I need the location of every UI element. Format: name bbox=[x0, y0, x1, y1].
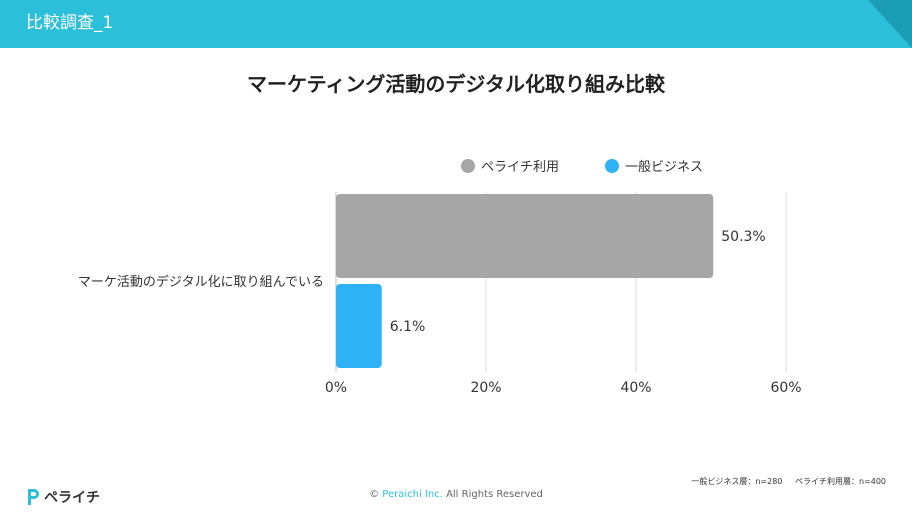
sample-size-note: 一般ビジネス層：n=280 ペライチ利用層：n=400 bbox=[681, 476, 886, 487]
legend-marker-peraichi bbox=[461, 159, 475, 173]
x-tick-label-1: 20% bbox=[470, 380, 501, 396]
data-label-general: 6.1% bbox=[390, 319, 426, 335]
logo-text: ペライチ bbox=[44, 490, 100, 506]
header-corner-decoration bbox=[868, 0, 912, 48]
header-bar bbox=[0, 0, 912, 48]
bar-peraichi bbox=[336, 194, 714, 278]
x-tick-label-0: 0% bbox=[325, 380, 347, 396]
bar-general bbox=[336, 284, 382, 368]
peraichi-logo-icon bbox=[28, 489, 39, 505]
copyright: © Peraichi Inc. All Rights Reserved bbox=[0, 489, 912, 500]
chart-title: マーケティング活動のデジタル化取り組み比較 bbox=[247, 72, 665, 96]
data-label-peraichi: 50.3% bbox=[721, 229, 765, 245]
legend-label-peraichi: ペライチ利用 bbox=[481, 160, 559, 175]
x-tick-label-3: 60% bbox=[770, 380, 801, 396]
x-tick-label-2: 40% bbox=[620, 380, 651, 396]
chart-labels: 0% 20% 40% 60% 50.3% 6.1% マーケ活動のデジタル化に取り組んでいる bbox=[78, 229, 802, 396]
legend-label-general: 一般ビジネス bbox=[625, 159, 703, 175]
company-link[interactable]: Peraichi Inc. bbox=[382, 489, 443, 500]
brand-logo: ペライチ bbox=[26, 486, 100, 508]
chart-bars bbox=[336, 194, 714, 368]
category-label: マーケ活動のデジタル化に取り組んでいる bbox=[78, 274, 324, 290]
copyright-symbol: © bbox=[369, 489, 380, 500]
footnote-peraichi: ペライチ利用層：n=400 bbox=[794, 477, 886, 486]
rights-text: All Rights Reserved bbox=[446, 489, 543, 500]
footnote-general: 一般ビジネス層：n=280 bbox=[691, 477, 783, 486]
page-title: 比較調査_1 bbox=[26, 13, 114, 33]
legend-marker-general bbox=[605, 159, 619, 173]
chart-legend: ペライチ利用 一般ビジネス bbox=[461, 159, 703, 175]
